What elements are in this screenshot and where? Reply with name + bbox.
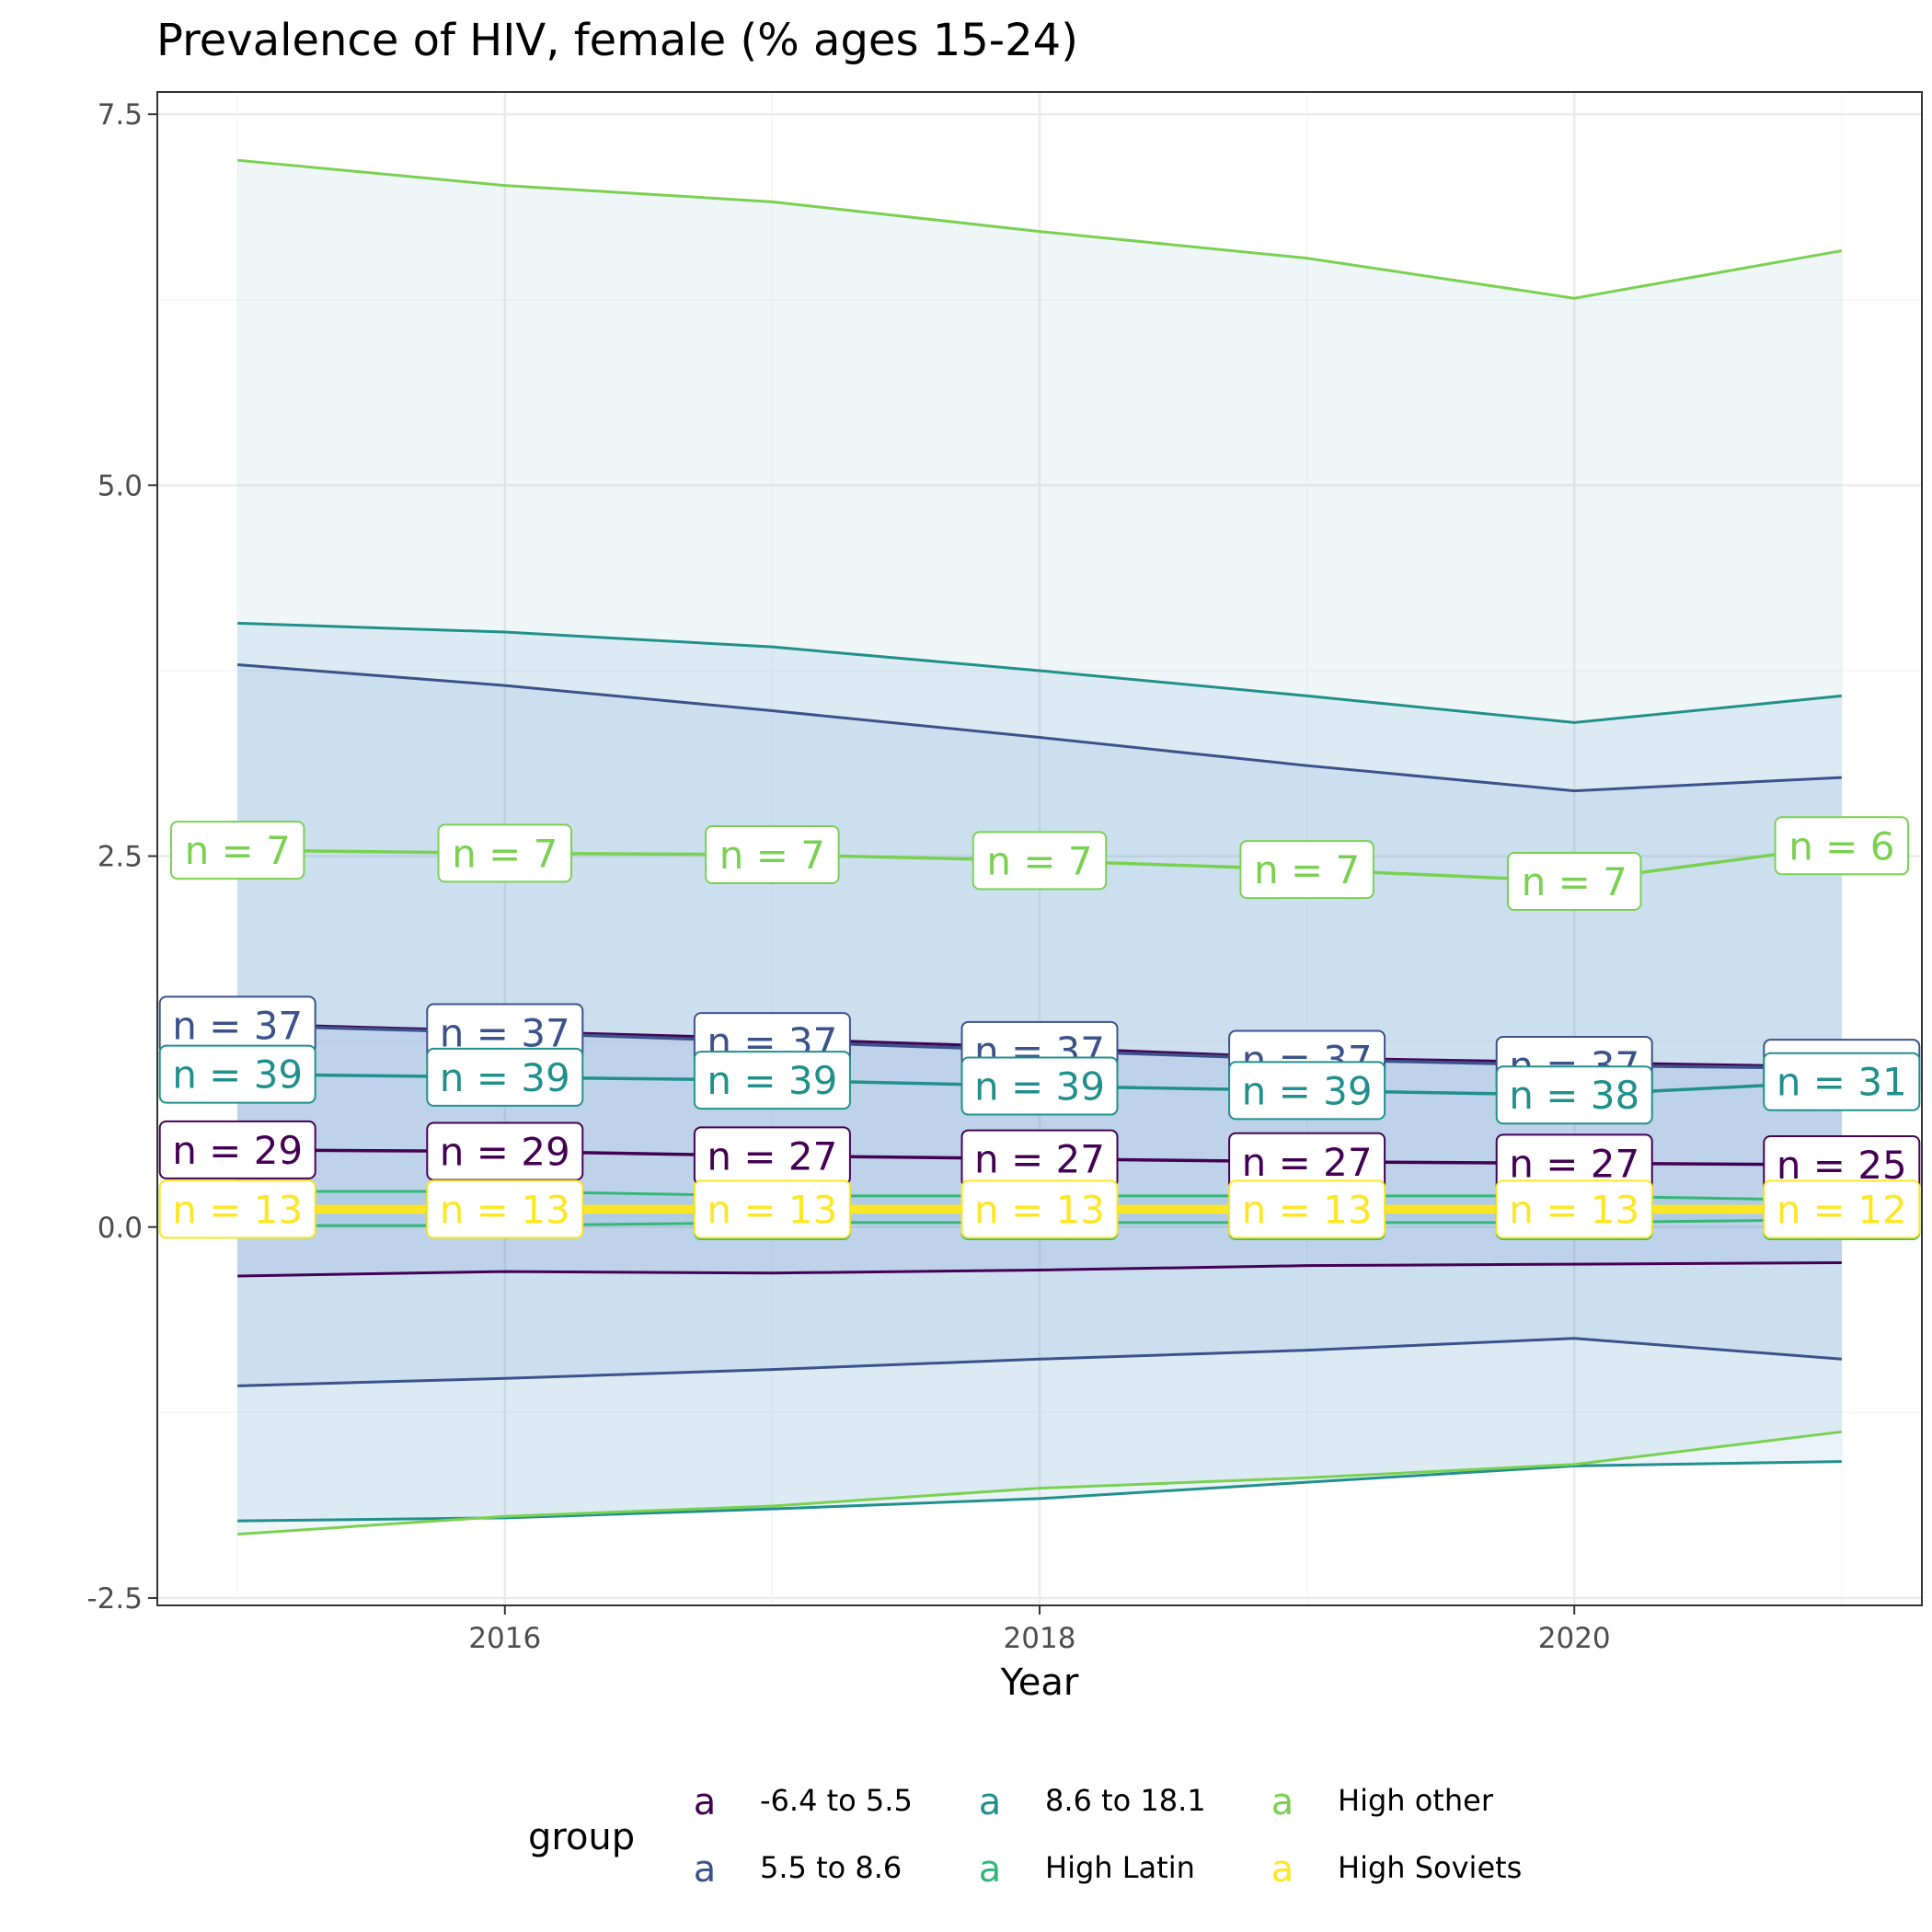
n-label-box [169,821,305,880]
n-label: n = 27 [1242,1140,1373,1185]
n-label-box [705,824,840,884]
n-label: n = 13 [172,1187,303,1232]
legend-key: a [1271,1848,1294,1891]
y-tick-label: -2.5 [87,1582,144,1616]
n-labels: n = 29 n = 29 n = 27 n = 27 n = 27 n = 27 n = … [158,816,1921,1241]
n-label: n = 39 [440,1055,570,1100]
n-label: n = 38 [1509,1073,1639,1118]
n-label: n = 27 [707,1133,837,1179]
n-label: n = 7 [185,828,291,873]
y-tick-label: 7.5 [98,98,143,132]
n-label-box [972,831,1108,891]
n-label-box [1495,1179,1653,1239]
n-label-box [437,823,573,883]
n-label: n = 7 [1522,859,1627,904]
n-label-box [426,1047,584,1107]
n-label: n = 13 [440,1187,570,1232]
legend: group a -6.4 to 5.5 a 5.5 to 8.6 a 8.6 to 18.… [528,1781,1522,1891]
x-axis: 2016 2018 2020 [468,1605,1611,1655]
n-label-box [158,1179,316,1239]
n-label-box [1228,1179,1386,1239]
n-label-box [1763,1052,1921,1111]
n-label: n = 29 [440,1130,570,1175]
n-label: n = 7 [719,833,825,878]
legend-key: a [694,1848,717,1891]
n-label: n = 12 [1777,1187,1907,1232]
n-label: n = 13 [707,1187,837,1232]
legend-key: a [694,1781,717,1823]
legend-label: 8.6 to 18.1 [1045,1783,1206,1818]
line-lower-5.5 to 8.6 [237,1337,1842,1387]
n-label: n = 27 [1509,1141,1639,1186]
line-lower-High other [237,1430,1843,1536]
x-tick-label: 2016 [468,1622,541,1655]
n-label-box [1228,1061,1386,1121]
legend-key: a [1271,1781,1294,1823]
n-label: n = 13 [974,1187,1105,1232]
n-label: n = 13 [1509,1187,1639,1232]
n-label-box [960,1056,1119,1116]
legend-key: a [979,1781,1002,1823]
n-label-box [1763,1179,1921,1239]
line-lower-8.6 to 18.1 [237,1460,1842,1523]
n-label: n = 29 [172,1128,303,1173]
n-label: n = 7 [986,838,1092,883]
y-tick-label: 2.5 [98,841,143,874]
n-label-box [693,1179,851,1239]
n-label-box [693,1051,851,1110]
x-tick-label: 2020 [1538,1622,1611,1655]
n-label: n = 39 [172,1052,303,1098]
legend-title: group [528,1816,635,1858]
n-label: n = 39 [974,1064,1105,1110]
line-upper-High other [237,158,1843,300]
line-upper-8.6 to 18.1 [237,621,1842,724]
line-lower--6.4 to 5.5 [237,1260,1842,1278]
legend-label: High Soviets [1338,1850,1522,1885]
x-tick-label: 2018 [1004,1622,1076,1655]
x-axis-title: Year [1000,1662,1079,1704]
legend-label: -6.4 to 5.5 [760,1783,913,1818]
y-tick-label: 0.0 [98,1212,143,1245]
legend-label: 5.5 to 8.6 [760,1850,902,1885]
n-label: n = 37 [172,1003,303,1048]
n-label-box [1506,851,1642,911]
legend-label: High other [1338,1783,1494,1818]
n-label-box [426,1179,584,1239]
n-label: n = 6 [1788,823,1894,868]
n-label-box [158,1044,316,1104]
n-label-box [158,1120,316,1179]
legend-label: High Latin [1045,1850,1195,1885]
n-label: n = 7 [1254,847,1360,892]
n-label-box [1239,840,1374,900]
chart-title: Prevalence of HIV, female (% ages 15-24) [156,15,1078,66]
n-label: n = 39 [707,1058,837,1103]
line-upper-5.5 to 8.6 [237,663,1842,793]
n-label-box [1774,816,1910,876]
n-label-box [960,1179,1119,1239]
legend-key: a [979,1848,1002,1891]
n-label-box [1495,1065,1653,1125]
n-label: n = 7 [452,831,558,876]
y-tick-label: 5.0 [98,469,143,502]
n-label: n = 31 [1777,1060,1907,1105]
y-axis: -2.5 0.0 2.5 5.0 7.5 [87,98,157,1616]
n-label: n = 13 [1242,1187,1373,1232]
n-label: n = 39 [1242,1068,1373,1113]
n-label: n = 27 [974,1137,1105,1182]
